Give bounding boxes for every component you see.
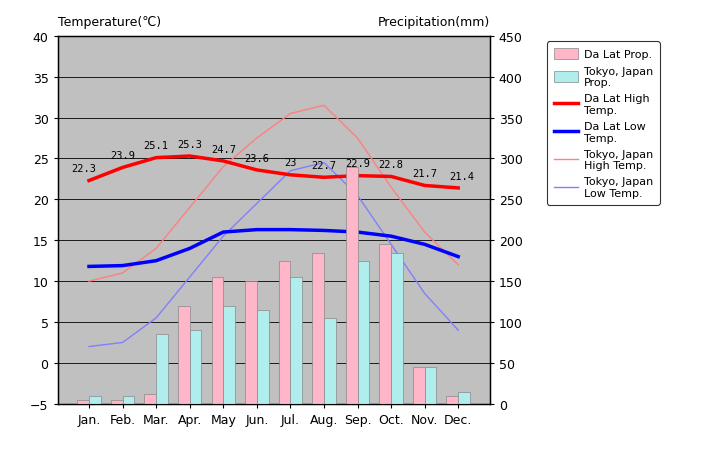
Bar xyxy=(77,400,89,404)
Text: 22.7: 22.7 xyxy=(312,161,336,171)
Legend: Da Lat Prop., Tokyo, Japan
Prop., Da Lat High
Temp., Da Lat Low
Temp., Tokyo, Ja: Da Lat Prop., Tokyo, Japan Prop., Da Lat… xyxy=(547,42,660,205)
Bar xyxy=(358,261,369,404)
Bar xyxy=(379,245,391,404)
Bar xyxy=(324,318,336,404)
Bar xyxy=(178,306,189,404)
Text: 22.8: 22.8 xyxy=(379,160,404,170)
Text: 23.6: 23.6 xyxy=(244,153,269,163)
Text: 23.9: 23.9 xyxy=(110,151,135,161)
Text: 24.7: 24.7 xyxy=(211,144,235,154)
Text: 21.7: 21.7 xyxy=(412,169,437,179)
Text: 25.3: 25.3 xyxy=(177,140,202,149)
Bar xyxy=(458,392,470,404)
Text: 25.1: 25.1 xyxy=(143,141,168,151)
Bar xyxy=(257,310,269,404)
Bar xyxy=(245,281,257,404)
Bar xyxy=(413,367,425,404)
Bar xyxy=(145,394,156,404)
Bar xyxy=(212,277,223,404)
Bar xyxy=(290,277,302,404)
Bar xyxy=(111,400,122,404)
Bar xyxy=(391,253,402,404)
Bar xyxy=(89,396,101,404)
Bar xyxy=(122,396,135,404)
Text: 22.3: 22.3 xyxy=(71,164,96,174)
Text: Precipitation(mm): Precipitation(mm) xyxy=(377,17,490,29)
Bar xyxy=(446,396,458,404)
Text: 22.9: 22.9 xyxy=(345,159,370,169)
Text: 21.4: 21.4 xyxy=(449,171,474,181)
Bar xyxy=(425,367,436,404)
Bar xyxy=(189,330,202,404)
Text: 23: 23 xyxy=(284,158,297,168)
Bar xyxy=(312,253,324,404)
Text: Temperature(℃): Temperature(℃) xyxy=(58,17,161,29)
Bar xyxy=(156,335,168,404)
Bar xyxy=(223,306,235,404)
Bar xyxy=(346,167,358,404)
Bar xyxy=(279,261,290,404)
